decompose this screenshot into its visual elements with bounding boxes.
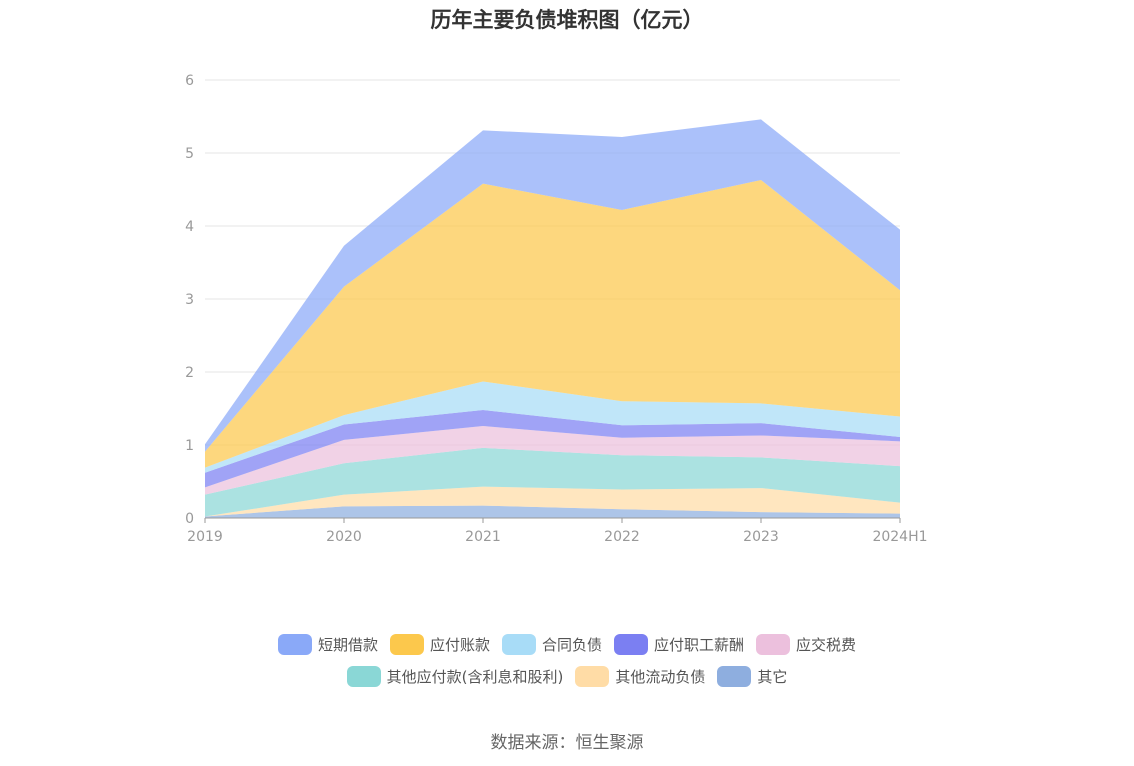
legend-swatch (614, 633, 648, 655)
legend-swatch (277, 633, 312, 655)
legend-label: 其它 (757, 667, 788, 686)
y-tick-label: 0 (185, 511, 194, 527)
data-source: 数据来源：恒生聚源 (490, 733, 644, 753)
y-tick-label: 4 (185, 219, 194, 235)
legend-swatch (756, 633, 791, 655)
x-tick-label: 2021 (465, 529, 501, 545)
legend-label: 应交税费 (796, 635, 857, 654)
legend-label: 合同负债 (541, 635, 602, 654)
legend-swatch (501, 633, 536, 655)
axes (204, 517, 901, 523)
legend-swatch (717, 665, 752, 687)
legend-item[interactable]: 应付职工薪酬 (614, 633, 745, 655)
area-其它 (205, 505, 900, 518)
legend-swatch (346, 665, 381, 687)
chart-title: 历年主要负债堆积图（亿元） (430, 8, 704, 32)
legend-item[interactable]: 其他应付款(含利息和股利) (346, 665, 564, 687)
legend-row-1: 短期借款 应付账款 合同负债 应付职工薪酬 应交税费 (0, 628, 1134, 660)
x-tick-labels: 2019 2020 2021 2022 2023 2024H1 (187, 529, 927, 545)
y-tick-label: 5 (185, 146, 194, 162)
legend-item[interactable]: 应交税费 (756, 633, 857, 655)
area-series (205, 119, 900, 518)
legend-item[interactable]: 合同负债 (501, 633, 602, 655)
y-tick-label: 1 (185, 438, 194, 454)
y-tick-label: 2 (185, 365, 194, 381)
legend-swatch (389, 633, 424, 655)
legend-label: 其他应付款(含利息和股利) (386, 667, 564, 686)
y-tick-label: 6 (185, 73, 194, 89)
area-其他流动负债 (205, 486, 900, 517)
legend-row-2: 其他应付款(含利息和股利) 其他流动负债 其它 (0, 660, 1134, 692)
legend-label: 应付职工薪酬 (654, 635, 745, 654)
y-tick-label: 3 (185, 292, 194, 308)
legend-swatch (575, 665, 610, 687)
area-短期借款 (205, 119, 900, 452)
stacked-area-chart: 0 1 2 3 4 5 6 2019 2020 2021 2022 2023 2024H1 (185, 73, 927, 545)
x-tick-label: 2024H1 (872, 529, 927, 545)
area-合同负债 (205, 381, 900, 473)
x-tick-label: 2020 (326, 529, 362, 545)
legend: 短期借款 应付账款 合同负债 应付职工薪酬 应交税费 其他应付款(含利息和股利) 其他流动… (0, 628, 1134, 692)
x-tick-label: 2023 (743, 529, 779, 545)
legend-label: 其他流动负债 (615, 667, 706, 686)
area-应付账款 (205, 180, 900, 468)
x-tick-label: 2019 (187, 529, 223, 545)
x-tick-label: 2022 (604, 529, 640, 545)
legend-item[interactable]: 短期借款 (277, 633, 378, 655)
legend-item[interactable]: 其他流动负债 (575, 665, 706, 687)
legend-label: 应付账款 (429, 635, 490, 654)
area-应交税费 (205, 426, 900, 495)
y-tick-labels: 0 1 2 3 4 5 6 (185, 73, 194, 527)
area-应付职工薪酬 (205, 409, 900, 488)
legend-item[interactable]: 应付账款 (389, 633, 490, 655)
legend-item[interactable]: 其它 (717, 665, 788, 687)
legend-label: 短期借款 (317, 635, 378, 654)
area-其他应付款(含利息和股利) (205, 447, 900, 517)
